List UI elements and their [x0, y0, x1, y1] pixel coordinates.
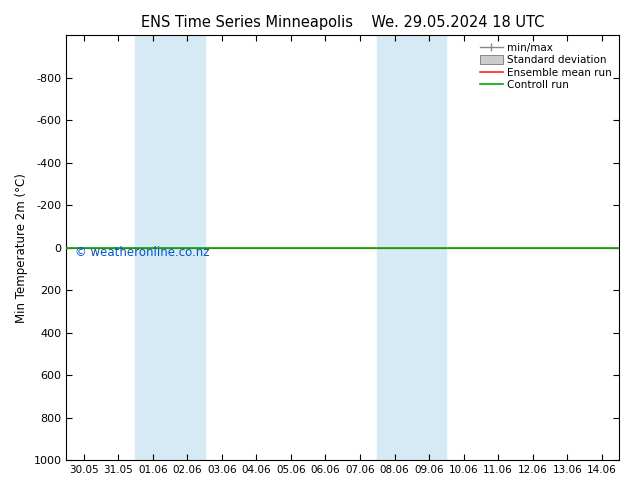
Y-axis label: Min Temperature 2m (°C): Min Temperature 2m (°C) [15, 173, 28, 323]
Bar [136, 35, 205, 460]
Title: ENS Time Series Minneapolis    We. 29.05.2024 18 UTC: ENS Time Series Minneapolis We. 29.05.20… [141, 15, 545, 30]
Text: © weatheronline.co.nz: © weatheronline.co.nz [75, 245, 209, 259]
Bar [377, 35, 446, 460]
Legend: min/max, Standard deviation, Ensemble mean run, Controll run: min/max, Standard deviation, Ensemble me… [478, 41, 614, 93]
